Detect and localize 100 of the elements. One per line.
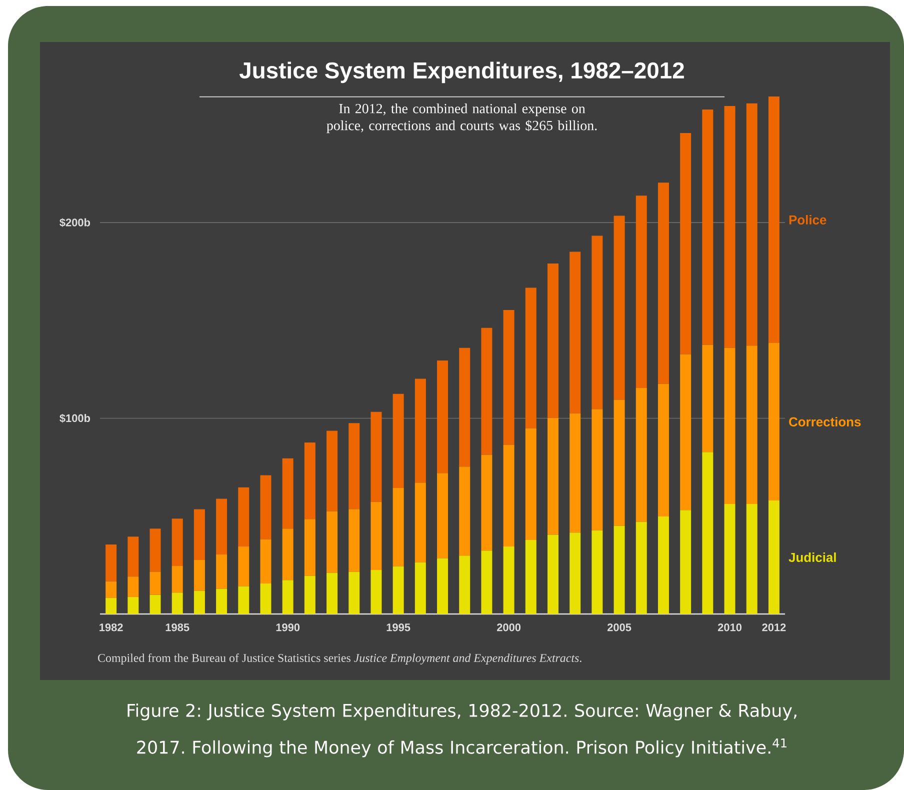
bar: [194, 560, 205, 591]
x-tick-label: 1982: [100, 624, 123, 632]
bar: [348, 509, 360, 572]
text: Compiled from the Bureau of Justice Statistics series Justice Employment and Expenditures Extracts.: [98, 653, 582, 664]
bar: [260, 539, 272, 584]
bar: [128, 536, 139, 577]
bar: [592, 409, 603, 530]
bar: [282, 528, 294, 580]
bar: [414, 562, 426, 614]
bar: [106, 598, 117, 614]
bar: [304, 442, 316, 520]
bar: [238, 546, 250, 586]
bar: [106, 544, 117, 582]
bar: [326, 511, 338, 573]
x-tick-label: 1985: [166, 624, 190, 632]
x-tick-label: 2010: [718, 624, 742, 632]
bar: [547, 418, 558, 535]
bar: [614, 526, 625, 614]
bar: [392, 394, 404, 488]
bar: [304, 519, 316, 576]
bar: [702, 109, 714, 345]
bar: [348, 423, 360, 510]
bar: [150, 528, 161, 572]
bar: [636, 196, 647, 388]
bar: [614, 400, 625, 526]
bar: [348, 572, 360, 614]
bar: [547, 534, 558, 614]
y-tick-label: $200b: [60, 218, 90, 228]
bar: [503, 444, 514, 546]
bar: [570, 252, 581, 414]
bar: [570, 532, 581, 614]
bar: [724, 504, 736, 614]
bar: [503, 310, 514, 445]
bar: [392, 488, 404, 566]
caption: Figure 2: Justice System Expenditures, 1982-2012. Source: Wagner & Rabuy, 2017. Following the Money of Mass Incarceration. Prison Policy Initiative.$^{41}$: [128, 704, 796, 758]
bar: [481, 328, 492, 455]
bar: [658, 516, 669, 614]
bar: [216, 588, 228, 614]
bar: [238, 487, 250, 546]
bar: [570, 413, 581, 533]
bar: [592, 236, 603, 410]
bar: [150, 594, 161, 614]
bar: [658, 384, 669, 517]
bar: [326, 572, 338, 614]
bar: [724, 106, 736, 348]
y-tick-label: $100b: [60, 414, 90, 423]
bar: [680, 354, 692, 510]
bar: [636, 522, 647, 614]
bar: [459, 556, 470, 614]
bar: [437, 473, 448, 558]
bar: [481, 550, 492, 614]
bar: [106, 581, 117, 598]
bar: [746, 103, 758, 346]
bar: [326, 430, 338, 512]
bar: [746, 346, 758, 504]
bar: [592, 530, 603, 614]
bar: [525, 428, 536, 540]
bar: [614, 216, 625, 400]
bar: [370, 570, 382, 614]
x-tick-label: 2012: [762, 624, 786, 632]
bar: [414, 378, 426, 483]
bar: [370, 412, 382, 502]
bar: [172, 518, 183, 566]
bar: [702, 452, 714, 614]
bar: [150, 572, 161, 595]
bar: [481, 454, 492, 551]
x-tick-label: 2005: [607, 624, 632, 632]
x-tick-label: 1995: [386, 624, 410, 632]
x-tick-label: 1990: [276, 624, 300, 632]
bar: [525, 540, 536, 614]
bar: [216, 554, 228, 589]
bar: [238, 586, 250, 614]
bar: [724, 348, 736, 504]
series-label: Judicial: [788, 552, 836, 562]
bar: [216, 498, 228, 554]
bar: [437, 360, 448, 474]
chart-title: Justice System Expenditures, 1982–2012: [239, 62, 684, 84]
bar: [702, 344, 714, 452]
x-tick-label: 2000: [496, 624, 521, 632]
bar: [768, 342, 780, 500]
bar: [547, 263, 558, 418]
bar: [304, 576, 316, 614]
bar: [768, 96, 780, 343]
bar: [260, 583, 272, 614]
bar: [636, 388, 647, 522]
bar: [128, 576, 139, 597]
series-label: Police: [789, 214, 826, 224]
bar: [503, 546, 514, 614]
bar: [768, 500, 780, 614]
bar: [680, 510, 692, 614]
bar: [459, 466, 470, 556]
bar: [459, 348, 470, 467]
bar: [128, 596, 139, 614]
bar: [658, 182, 669, 384]
text: In 2012, the combined national expense on police, corrections and courts was $265 billion.: [326, 104, 597, 134]
bar: [746, 504, 758, 614]
bar: [525, 288, 536, 428]
bar: [437, 558, 448, 614]
bar: [392, 566, 404, 614]
bar: [172, 592, 183, 614]
